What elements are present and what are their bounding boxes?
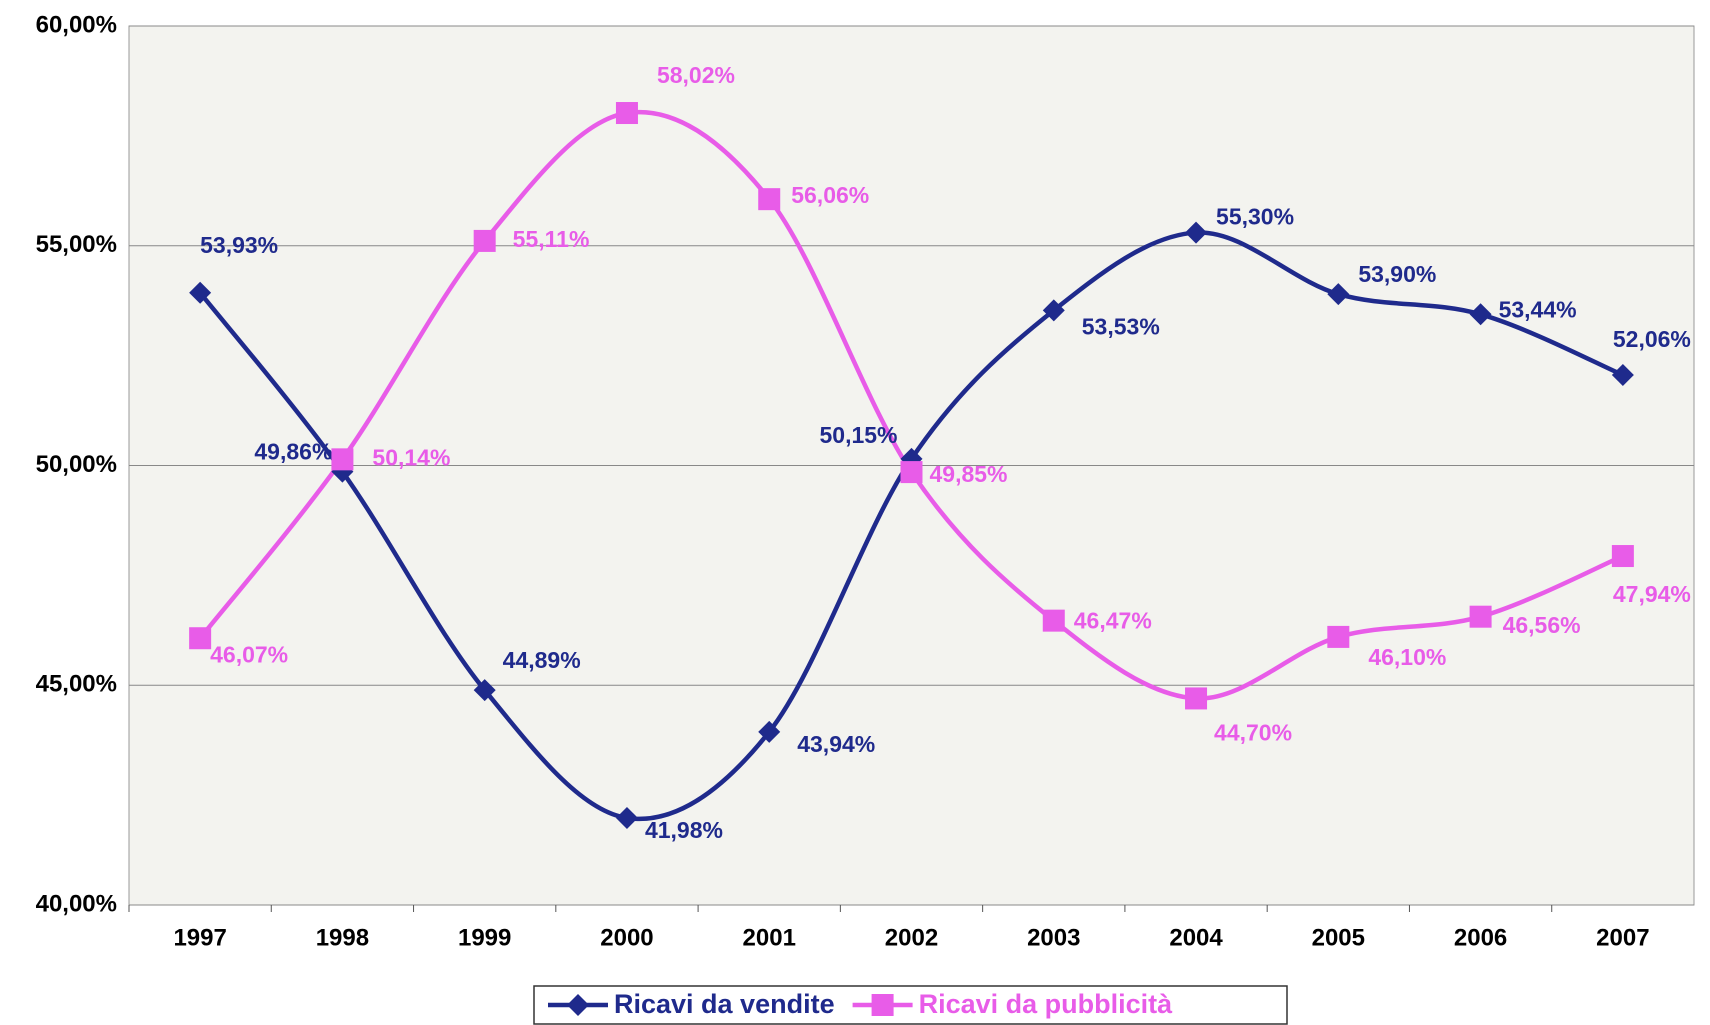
y-tick-label: 50,00% [36, 451, 117, 478]
x-tick-label: 1998 [316, 924, 369, 951]
x-tick-label: 1997 [173, 924, 226, 951]
point [189, 281, 212, 304]
point [900, 461, 923, 484]
y-tick-label: 55,00% [36, 231, 117, 258]
x-tick-label: 2004 [1169, 924, 1223, 951]
legend-marker [567, 994, 589, 1016]
point [758, 720, 781, 743]
point [1042, 609, 1065, 632]
point [473, 679, 496, 702]
y-tick-label: 60,00% [36, 11, 117, 38]
legend-marker [871, 994, 894, 1016]
data-label: 46,07% [210, 641, 288, 667]
point [615, 102, 638, 125]
x-tick-label: 2005 [1312, 924, 1365, 951]
point [1611, 545, 1634, 568]
data-label: 46,10% [1368, 644, 1446, 670]
data-label: 49,85% [930, 461, 1008, 487]
point [1327, 283, 1350, 306]
x-tick-label: 2001 [743, 924, 796, 951]
data-label: 50,15% [819, 422, 897, 448]
y-tick-label: 45,00% [36, 671, 117, 698]
data-label: 41,98% [645, 817, 723, 843]
point [1611, 363, 1634, 386]
point [1469, 605, 1492, 628]
point [189, 627, 212, 650]
data-label: 53,53% [1082, 313, 1160, 339]
x-tick-label: 2000 [600, 924, 653, 951]
series-line [198, 230, 1624, 822]
data-label: 55,30% [1216, 204, 1294, 230]
point [331, 448, 354, 471]
data-label: 44,70% [1214, 720, 1292, 746]
data-label: 46,56% [1503, 612, 1581, 638]
data-label: 53,93% [200, 232, 278, 258]
data-label: 46,47% [1074, 608, 1152, 634]
x-tick-label: 2007 [1596, 924, 1649, 951]
point [473, 229, 496, 252]
data-label: 44,89% [503, 647, 581, 673]
legend-label: Ricavi da vendite [614, 989, 835, 1019]
x-tick-label: 2002 [885, 924, 938, 951]
point [1469, 303, 1492, 326]
data-label: 56,06% [791, 182, 869, 208]
x-tick-label: 1999 [458, 924, 511, 951]
y-tick-label: 40,00% [36, 890, 117, 917]
data-label: 49,86% [254, 439, 332, 465]
x-tick-label: 2006 [1454, 924, 1507, 951]
data-label: 53,44% [1499, 296, 1577, 322]
data-label: 55,11% [513, 226, 590, 252]
data-label: 58,02% [657, 62, 735, 88]
point [758, 188, 781, 211]
point [1185, 221, 1208, 244]
point [1327, 625, 1350, 648]
point [1185, 687, 1208, 710]
series-line [198, 109, 1624, 701]
data-label: 53,90% [1358, 261, 1436, 287]
data-label: 47,94% [1613, 581, 1691, 607]
data-label: 43,94% [797, 731, 875, 757]
legend-label: Ricavi da pubblicità [919, 989, 1174, 1019]
data-label: 50,14% [372, 444, 450, 470]
point [1042, 299, 1065, 322]
x-tick-label: 2003 [1027, 924, 1080, 951]
data-label: 52,06% [1613, 326, 1691, 352]
point [615, 806, 638, 829]
